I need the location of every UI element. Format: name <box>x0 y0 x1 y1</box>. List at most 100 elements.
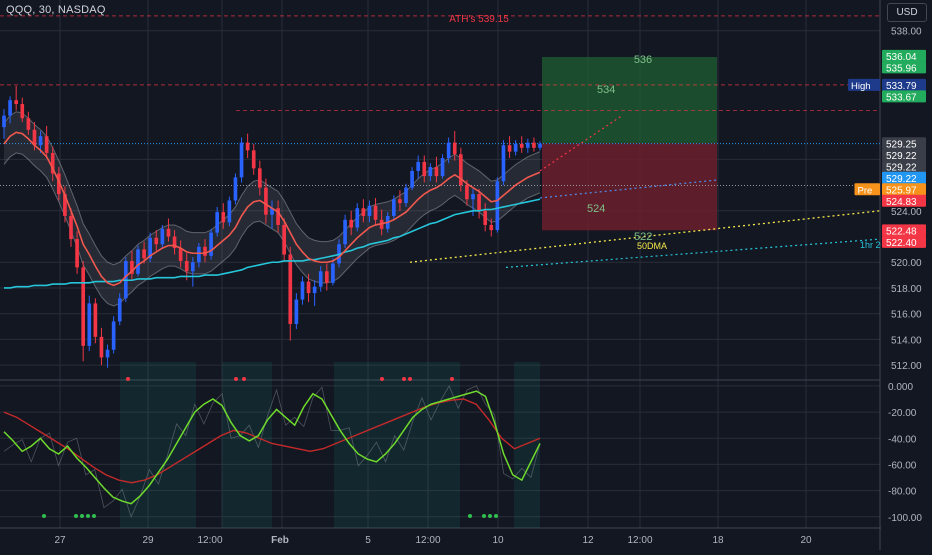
price-tag-11[interactable]: 522.40 <box>882 235 926 249</box>
candle-52[interactable] <box>318 266 323 292</box>
candle-61[interactable] <box>373 197 378 225</box>
candle-14[interactable] <box>87 295 92 351</box>
candle-79[interactable] <box>483 203 488 232</box>
candle-36[interactable] <box>221 203 226 229</box>
candle-8[interactable] <box>50 146 55 182</box>
candle-27[interactable] <box>166 218 171 242</box>
target-zone[interactable] <box>542 56 717 144</box>
candle-4[interactable] <box>26 111 31 135</box>
candle-56[interactable] <box>343 214 347 249</box>
candle-50[interactable] <box>306 273 311 303</box>
candle-24[interactable] <box>148 232 153 263</box>
price-tag-4[interactable]: 529.25 <box>882 137 926 150</box>
candle-80[interactable] <box>489 218 494 237</box>
candle-66[interactable] <box>404 183 408 207</box>
candle-11[interactable] <box>69 208 73 247</box>
price-tag-3[interactable]: 533.67 <box>882 90 926 103</box>
candle-31[interactable] <box>190 257 195 287</box>
candle-35[interactable] <box>215 206 220 237</box>
symbol-header[interactable]: QQQ, 30, NASDAQ <box>6 4 106 16</box>
one-hr-trend-line[interactable] <box>505 238 881 268</box>
price-tag-9[interactable]: 524.83 <box>882 194 926 208</box>
candle-3[interactable] <box>20 97 25 123</box>
candles[interactable] <box>2 86 542 368</box>
candle-17[interactable] <box>105 344 110 368</box>
candle-72[interactable] <box>440 154 445 179</box>
candle-73[interactable] <box>446 137 451 164</box>
ema-slow-line[interactable] <box>4 198 541 289</box>
candle-74[interactable] <box>452 131 457 161</box>
price-tag-5[interactable]: 529.22 <box>882 148 926 162</box>
candle-10[interactable] <box>63 186 67 223</box>
candle-48[interactable] <box>294 293 299 330</box>
candle-44[interactable] <box>270 200 274 229</box>
candle-88[interactable] <box>538 141 542 151</box>
price-tag-8[interactable]: 525.97 Pre <box>854 183 927 196</box>
candle-2[interactable] <box>14 86 19 111</box>
candle-9[interactable] <box>56 167 61 201</box>
time-axis[interactable]: 27 29 12:00 Feb 5 12:00 10 12 12:00 18 20 <box>54 535 812 546</box>
candle-33[interactable] <box>203 239 207 263</box>
price-tag-0[interactable]: 536.04 <box>882 49 926 63</box>
candle-45[interactable] <box>276 200 280 233</box>
candle-15[interactable] <box>93 298 98 344</box>
candle-82[interactable] <box>501 140 506 186</box>
osc-fast-line[interactable] <box>3 390 541 505</box>
candle-83[interactable] <box>507 136 512 159</box>
trend-lines[interactable] <box>409 115 881 268</box>
candle-16[interactable] <box>99 327 104 366</box>
oscillator-pane[interactable] <box>3 362 541 528</box>
candle-69[interactable] <box>422 155 427 183</box>
candle-21[interactable] <box>130 250 134 281</box>
price-tag-7[interactable]: 529.22 <box>882 171 926 185</box>
candle-68[interactable] <box>416 155 421 179</box>
stop-zone[interactable] <box>542 143 717 231</box>
candle-46[interactable] <box>282 218 287 261</box>
candle-75[interactable] <box>458 147 463 192</box>
candle-1[interactable] <box>8 96 12 124</box>
candle-40[interactable] <box>245 133 250 159</box>
candle-38[interactable] <box>233 173 238 205</box>
candle-60[interactable] <box>367 200 372 223</box>
price-tag-10[interactable]: 522.48 <box>882 224 926 237</box>
candle-32[interactable] <box>197 242 201 268</box>
candle-67[interactable] <box>410 167 414 191</box>
projection-line[interactable] <box>539 115 623 172</box>
candle-84[interactable] <box>513 140 518 156</box>
candle-43[interactable] <box>264 178 268 224</box>
candle-41[interactable] <box>251 143 256 175</box>
candle-64[interactable] <box>391 195 396 220</box>
candle-81[interactable] <box>495 177 500 233</box>
candle-86[interactable] <box>525 138 530 153</box>
candle-28[interactable] <box>172 230 177 255</box>
candle-12[interactable] <box>75 231 79 274</box>
price-tag-6[interactable]: 529.22 <box>882 160 926 173</box>
candle-7[interactable] <box>44 125 49 159</box>
candle-78[interactable] <box>477 188 481 219</box>
candle-53[interactable] <box>324 263 329 291</box>
candle-70[interactable] <box>428 163 433 182</box>
candle-26[interactable] <box>160 224 165 249</box>
candle-49[interactable] <box>300 276 305 305</box>
candle-42[interactable] <box>257 160 262 196</box>
candle-13[interactable] <box>81 260 86 362</box>
candle-25[interactable] <box>154 230 159 251</box>
candle-22[interactable] <box>136 245 140 277</box>
candle-58[interactable] <box>355 203 360 232</box>
candle-71[interactable] <box>434 156 439 183</box>
price-tag-1[interactable]: 535.96 <box>882 61 926 74</box>
candle-87[interactable] <box>532 137 536 152</box>
price-tag-2[interactable]: 533.79 High <box>848 78 926 92</box>
candle-47[interactable] <box>288 246 293 341</box>
candle-37[interactable] <box>227 196 232 227</box>
price-axis[interactable]: 538.00528.00524.00520.00518.00516.00514.… <box>848 0 932 550</box>
candle-0[interactable] <box>2 109 6 139</box>
candle-23[interactable] <box>142 241 146 264</box>
candle-29[interactable] <box>178 240 183 268</box>
candle-6[interactable] <box>38 131 43 153</box>
candle-19[interactable] <box>117 293 122 326</box>
candle-57[interactable] <box>349 210 354 236</box>
candle-39[interactable] <box>239 137 244 183</box>
